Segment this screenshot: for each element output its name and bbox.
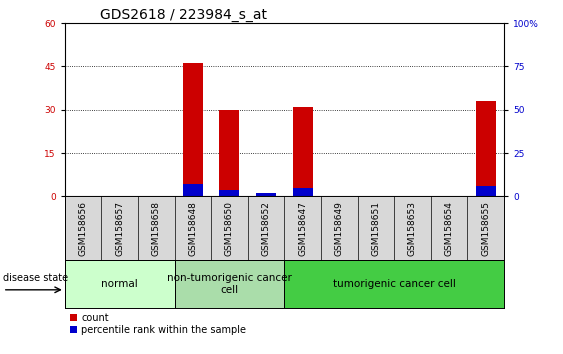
- Text: tumorigenic cancer cell: tumorigenic cancer cell: [333, 279, 455, 289]
- Legend: count, percentile rank within the sample: count, percentile rank within the sample: [70, 313, 246, 335]
- Text: GSM158651: GSM158651: [372, 201, 380, 256]
- Text: GSM158653: GSM158653: [408, 201, 417, 256]
- Text: GSM158654: GSM158654: [445, 201, 453, 256]
- Text: GDS2618 / 223984_s_at: GDS2618 / 223984_s_at: [100, 8, 267, 22]
- Text: GSM158658: GSM158658: [152, 201, 160, 256]
- Bar: [293, 107, 312, 196]
- Bar: [293, 188, 312, 196]
- Bar: [220, 110, 239, 196]
- Text: GSM158647: GSM158647: [298, 201, 307, 256]
- Bar: [256, 194, 276, 196]
- Text: normal: normal: [101, 279, 138, 289]
- Bar: [183, 184, 203, 196]
- Text: GSM158650: GSM158650: [225, 201, 234, 256]
- Text: non-tumorigenic cancer
cell: non-tumorigenic cancer cell: [167, 273, 292, 295]
- Bar: [220, 189, 239, 196]
- Text: disease state: disease state: [3, 273, 68, 283]
- Text: GSM158657: GSM158657: [115, 201, 124, 256]
- Bar: [65, 260, 175, 308]
- Text: GSM158652: GSM158652: [262, 201, 270, 256]
- Bar: [476, 101, 495, 196]
- Bar: [284, 260, 504, 308]
- Text: GSM158649: GSM158649: [335, 201, 343, 256]
- Text: GSM158656: GSM158656: [79, 201, 87, 256]
- Text: GSM158648: GSM158648: [189, 201, 197, 256]
- Text: GSM158655: GSM158655: [481, 201, 490, 256]
- Bar: [476, 186, 495, 196]
- Bar: [256, 193, 276, 196]
- Bar: [175, 260, 284, 308]
- Bar: [183, 63, 203, 196]
